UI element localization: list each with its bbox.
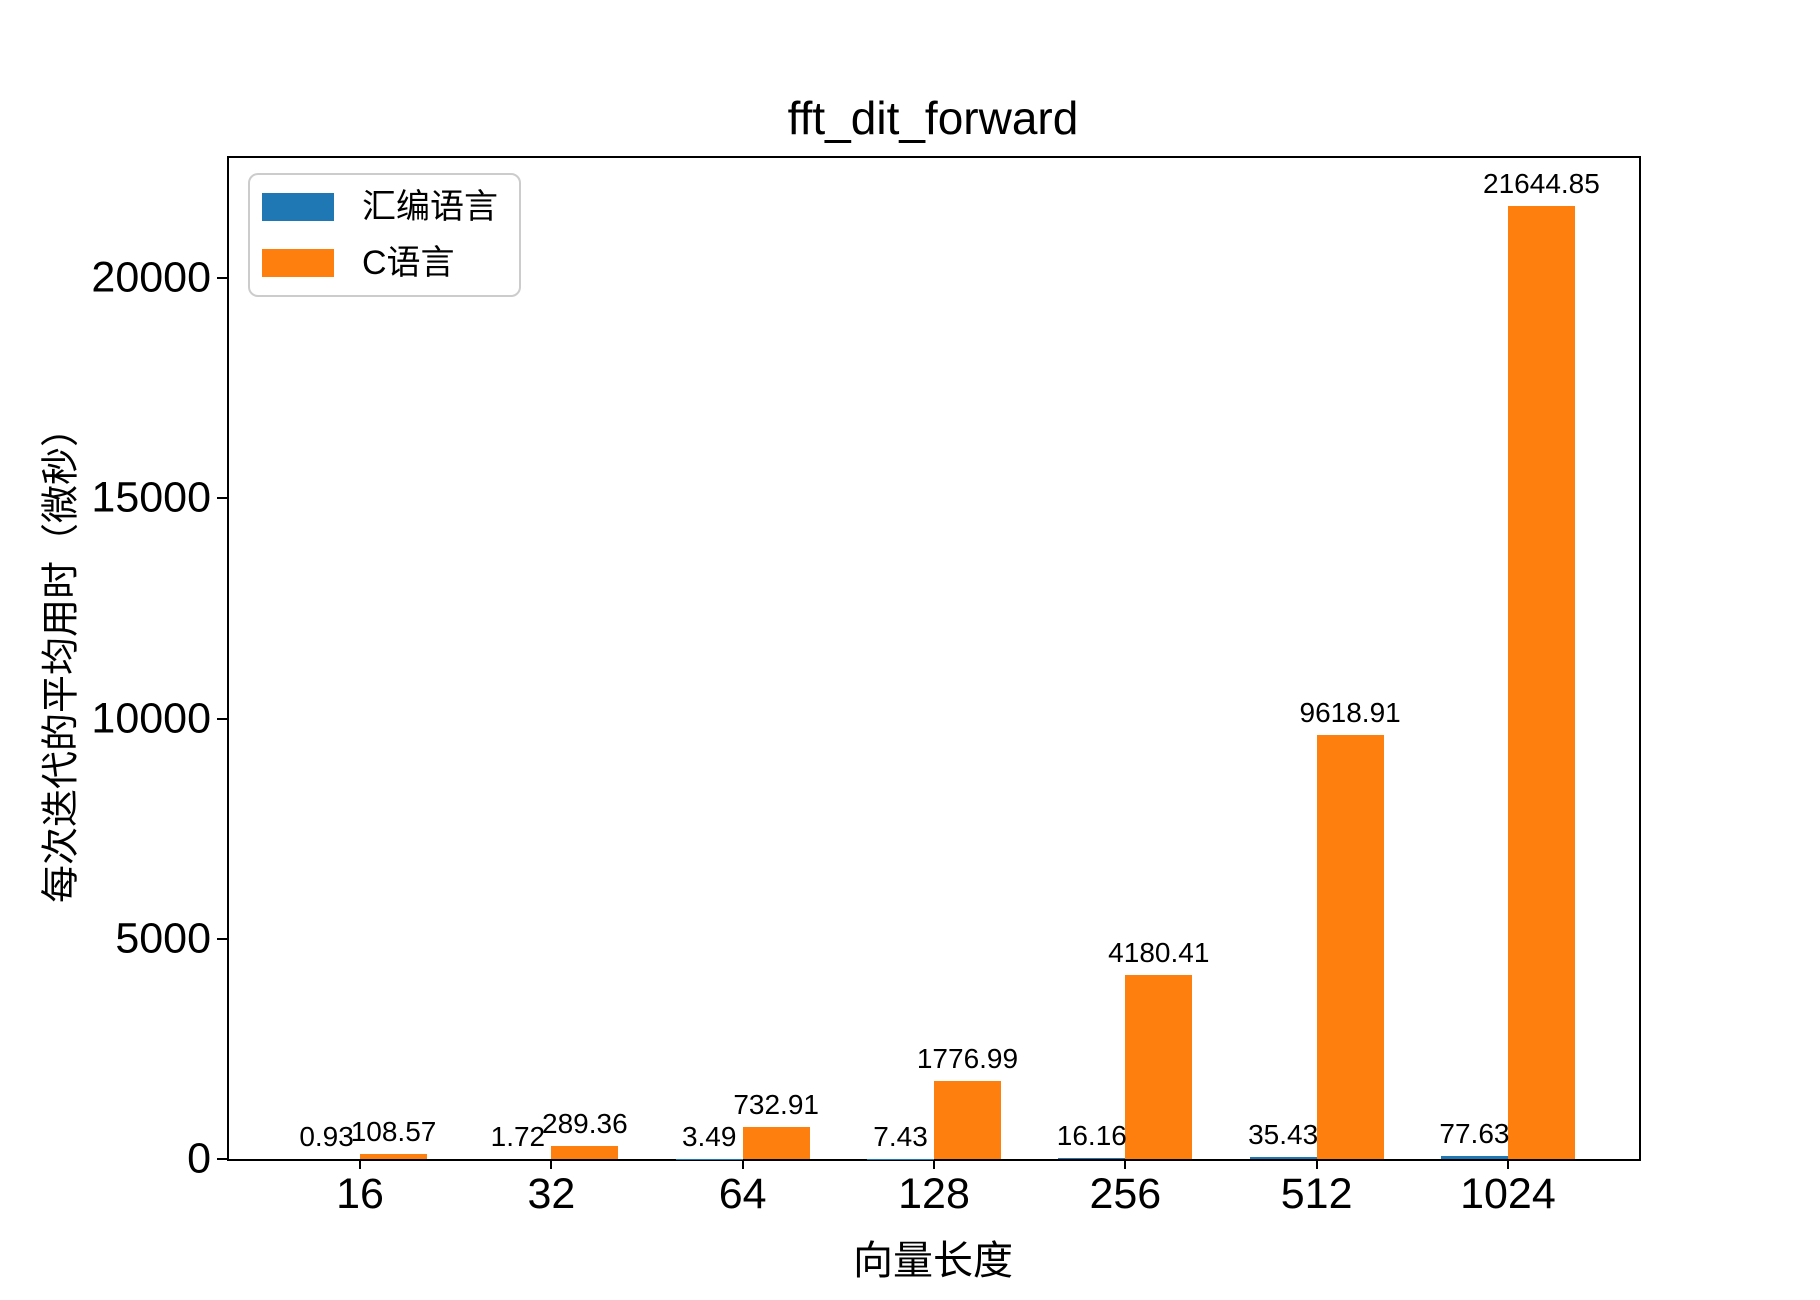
y-tick-label: 0 xyxy=(187,1134,211,1183)
x-tick-label: 128 xyxy=(898,1170,970,1218)
x-tick-mark xyxy=(933,1159,935,1169)
bar-c-1024 xyxy=(1507,205,1575,1159)
value-label-assembly-256: 16.16 xyxy=(1056,1120,1127,1152)
bar-assembly-1024 xyxy=(1440,1155,1508,1159)
y-tick-label: 15000 xyxy=(91,473,211,522)
value-label-assembly-1024: 77.63 xyxy=(1439,1117,1510,1149)
legend-item-assembly: 汇编语言 xyxy=(262,188,507,226)
y-tick-mark xyxy=(217,1158,227,1160)
y-tick-mark xyxy=(217,277,227,280)
y-tick-mark xyxy=(217,717,227,720)
x-tick-mark xyxy=(550,1159,553,1169)
y-tick-mark xyxy=(217,497,227,500)
value-label-c-16: 108.57 xyxy=(350,1116,437,1148)
x-tick-label: 1024 xyxy=(1460,1170,1556,1218)
bar-c-128 xyxy=(934,1080,1001,1159)
bar-c-64 xyxy=(742,1126,810,1159)
value-label-assembly-64: 3.49 xyxy=(681,1121,737,1153)
value-label-assembly-128: 7.43 xyxy=(873,1120,928,1152)
value-label-c-512: 9618.91 xyxy=(1299,697,1401,729)
value-label-assembly-32: 1.72 xyxy=(490,1121,546,1153)
x-tick-label: 32 xyxy=(527,1170,576,1218)
bar-c-512 xyxy=(1316,735,1384,1159)
legend-swatch-assembly-icon xyxy=(262,193,334,221)
x-tick-mark xyxy=(1124,1159,1127,1169)
value-label-c-32: 289.36 xyxy=(542,1108,628,1140)
legend: 汇编语言 C语言 xyxy=(248,173,521,297)
value-label-c-256: 4180.41 xyxy=(1108,937,1210,969)
bar-c-16 xyxy=(360,1154,427,1159)
bar-c-256 xyxy=(1125,974,1193,1159)
x-tick-mark xyxy=(1506,1159,1509,1169)
value-label-c-64: 732.91 xyxy=(733,1088,819,1120)
legend-label-c: C语言 xyxy=(362,244,455,282)
chart-title: fft_dit_forward xyxy=(787,92,1079,144)
value-label-assembly-512: 35.43 xyxy=(1248,1119,1319,1151)
x-tick-label: 256 xyxy=(1089,1170,1162,1218)
legend-swatch-c-icon xyxy=(262,249,334,277)
legend-label-assembly: 汇编语言 xyxy=(362,188,498,226)
x-tick-mark xyxy=(359,1159,362,1169)
legend-item-c: C语言 xyxy=(262,244,507,282)
value-label-c-128: 1776.99 xyxy=(916,1042,1019,1074)
y-tick-label: 20000 xyxy=(91,253,211,302)
value-label-assembly-16: 0.93 xyxy=(299,1121,354,1153)
x-tick-label: 16 xyxy=(336,1170,384,1218)
x-tick-mark xyxy=(741,1159,744,1169)
bar-c-32 xyxy=(551,1146,619,1159)
y-tick-label: 5000 xyxy=(115,914,211,963)
x-tick-label: 64 xyxy=(718,1170,767,1218)
bar-assembly-512 xyxy=(1249,1157,1317,1159)
x-tick-label: 512 xyxy=(1280,1170,1353,1218)
x-axis-label: 向量长度 xyxy=(853,1239,1013,1283)
bar-assembly-256 xyxy=(1058,1158,1126,1159)
plot-area: 0 5000 10000 15000 20000 16 0.93 108.57 32 1.72 28… xyxy=(91,156,1641,1216)
y-tick-mark xyxy=(217,937,227,940)
x-tick-mark xyxy=(1315,1159,1318,1169)
value-label-c-1024: 21644.85 xyxy=(1483,167,1600,199)
y-tick-label: 10000 xyxy=(91,694,211,743)
y-axis-label: 每次迭代的平均用时（微秒） xyxy=(40,408,83,904)
